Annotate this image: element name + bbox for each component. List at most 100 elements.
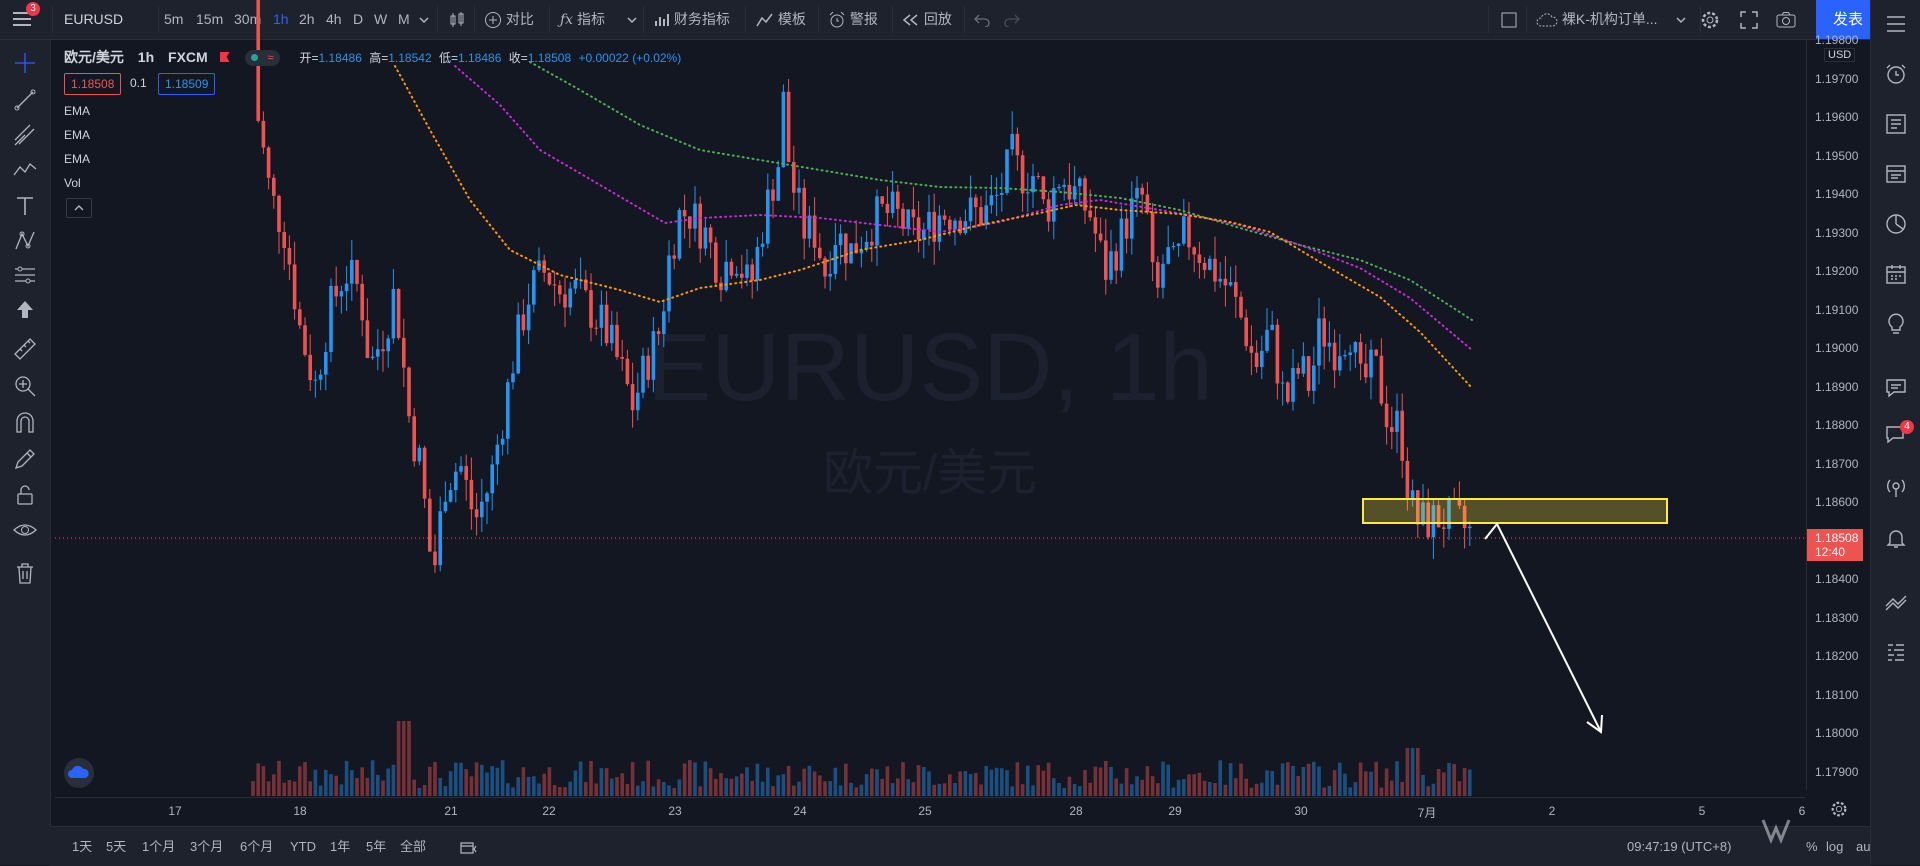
compare-button[interactable]: 对比: [484, 0, 534, 39]
stay-drawing-icon[interactable]: [12, 446, 38, 472]
resistance-zone[interactable]: [1362, 498, 1668, 524]
volume-bar: [1395, 761, 1399, 796]
indicator-ema-1[interactable]: EMA: [64, 104, 91, 118]
goto-date-button[interactable]: [460, 827, 478, 866]
news-icon[interactable]: [1884, 112, 1908, 136]
indicators-dropdown[interactable]: [626, 0, 638, 39]
interval-2h[interactable]: 2h: [299, 11, 315, 27]
candle-countdown: 12:40: [1815, 545, 1846, 559]
arrow-up-icon[interactable]: [12, 297, 38, 323]
range-2[interactable]: 1个月: [142, 839, 176, 854]
trend-line-icon[interactable]: [12, 87, 38, 113]
data-window-icon[interactable]: [1884, 162, 1908, 186]
range-6[interactable]: 1年: [330, 839, 351, 854]
symbol-search[interactable]: EURUSD: [64, 11, 124, 27]
dom-icon[interactable]: [1884, 640, 1908, 664]
volume-bar: [1462, 768, 1467, 796]
range-7[interactable]: 5年: [366, 839, 387, 854]
clock-display[interactable]: 09:47:19 (UTC+8): [1627, 839, 1732, 854]
calendar-icon[interactable]: [1884, 262, 1908, 286]
candle-body: [1088, 210, 1092, 218]
trading-panel-icon[interactable]: [1884, 590, 1908, 614]
financials-button[interactable]: 财务指标: [654, 0, 730, 39]
eye-icon[interactable]: [12, 517, 38, 543]
candle-body: [1062, 184, 1066, 187]
candle-body: [1291, 368, 1295, 402]
magnet-icon[interactable]: [12, 410, 38, 436]
time-axis[interactable]: 17 18 21 22 23 24 25 28 29 30 7月 2 5 6: [55, 797, 1805, 824]
undo-button[interactable]: [974, 0, 990, 39]
interval-m[interactable]: M: [398, 11, 410, 27]
watchlist-icon[interactable]: [1884, 12, 1908, 36]
crosshair-icon[interactable]: [12, 50, 38, 76]
interval-w[interactable]: W: [374, 11, 388, 27]
market-status-pill[interactable]: ≈: [245, 50, 280, 67]
ideas-icon[interactable]: [1884, 312, 1908, 336]
redo-button[interactable]: [1004, 0, 1020, 39]
buy-price-button[interactable]: 1.18509: [158, 73, 216, 95]
price-axis[interactable]: 1.19800 1.19700 1.19600 1.19500 1.19400 1.193…: [1806, 33, 1870, 790]
layout-toggle[interactable]: [1500, 0, 1518, 39]
measure-lines-icon[interactable]: [12, 262, 38, 288]
candle-body: [1395, 410, 1399, 432]
fullscreen-button[interactable]: [1740, 0, 1758, 39]
range-8[interactable]: 全部: [400, 839, 427, 854]
rewind-icon: [902, 14, 918, 26]
pattern-icon[interactable]: [12, 157, 38, 183]
projection-icon[interactable]: [12, 228, 38, 254]
indicator-ema-3[interactable]: EMA: [64, 152, 91, 166]
hotlist-icon[interactable]: [1884, 212, 1908, 236]
legend-symbol-name[interactable]: 欧元/美元: [64, 49, 124, 65]
volume-bar: [1275, 784, 1280, 796]
interval-5m[interactable]: 5m: [164, 11, 184, 27]
snapshot-button[interactable]: [1776, 0, 1796, 39]
ruler-icon[interactable]: [12, 336, 38, 362]
log-toggle[interactable]: log: [1826, 839, 1844, 854]
layout-name-dropdown[interactable]: 裸K-机构订单...: [1536, 0, 1687, 39]
settings-button[interactable]: [1700, 0, 1720, 39]
interval-d[interactable]: D: [353, 11, 364, 27]
text-tool-icon[interactable]: [12, 193, 38, 219]
interval-dropdown[interactable]: [418, 0, 430, 39]
publish-button[interactable]: 发表: [1816, 0, 1880, 39]
alerts-button[interactable]: 警报: [828, 0, 878, 39]
chevron-down-icon: [419, 17, 429, 24]
interval-15m[interactable]: 15m: [196, 11, 224, 27]
notifications-icon[interactable]: [1884, 526, 1908, 550]
range-4[interactable]: 6个月: [240, 839, 274, 854]
trash-icon[interactable]: [12, 560, 38, 586]
axis-settings-button[interactable]: [1830, 800, 1852, 822]
collapse-legend-button[interactable]: [66, 198, 92, 218]
candle-body: [485, 493, 489, 502]
pitchfork-icon[interactable]: [12, 122, 38, 148]
volume-bar: [797, 781, 801, 796]
forecast-arrow[interactable]: [1484, 522, 1602, 733]
templates-button[interactable]: 模板: [756, 0, 806, 39]
candle-body: [303, 325, 307, 355]
indicator-vol[interactable]: Vol: [64, 176, 81, 190]
logo-badge[interactable]: [64, 758, 94, 788]
lock-icon[interactable]: [12, 482, 38, 508]
indicators-button[interactable]: ƒx 指标: [560, 0, 605, 39]
alarm-icon[interactable]: [1884, 62, 1908, 86]
range-5[interactable]: YTD: [290, 839, 316, 854]
range-1[interactable]: 5天: [106, 839, 127, 854]
chart-type-button[interactable]: [448, 0, 466, 39]
chevron-up-icon: [74, 205, 84, 211]
menu-button[interactable]: 3: [12, 2, 40, 31]
streams-icon[interactable]: [1884, 476, 1908, 500]
interval-1h[interactable]: 1h: [273, 11, 289, 27]
replay-button[interactable]: 回放: [902, 0, 952, 39]
indicator-ema-2[interactable]: EMA: [64, 128, 91, 142]
volume-bar: [974, 773, 978, 796]
zoom-in-icon[interactable]: [12, 373, 38, 399]
percent-toggle[interactable]: %: [1806, 839, 1818, 854]
interval-4h[interactable]: 4h: [326, 11, 342, 27]
range-0[interactable]: 1天: [72, 839, 93, 854]
interval-30m[interactable]: 30m: [234, 11, 262, 27]
sell-price-button[interactable]: 1.18508: [64, 73, 122, 95]
range-3[interactable]: 3个月: [190, 839, 224, 854]
chat-icon[interactable]: [1884, 376, 1908, 400]
volume-bar: [298, 766, 302, 796]
